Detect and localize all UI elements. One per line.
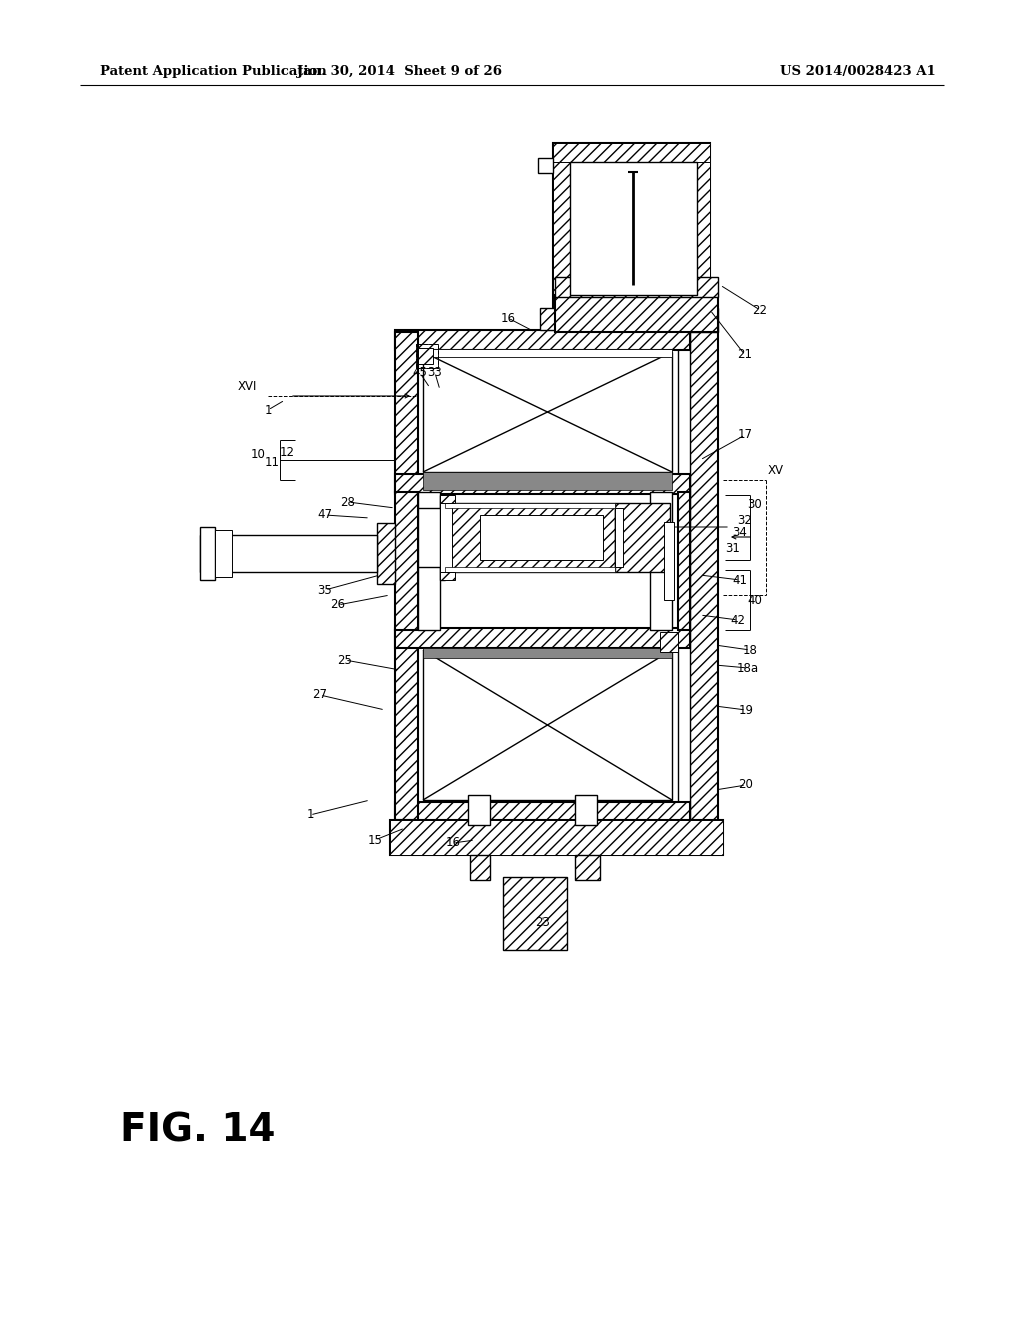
Bar xyxy=(423,352,672,473)
Text: 32: 32 xyxy=(737,513,753,527)
Bar xyxy=(390,820,723,855)
Text: 45: 45 xyxy=(413,367,427,380)
Polygon shape xyxy=(538,158,553,173)
Text: US 2014/0028423 A1: US 2014/0028423 A1 xyxy=(780,66,936,78)
Text: 11: 11 xyxy=(264,457,280,470)
Bar xyxy=(390,820,723,855)
Text: 41: 41 xyxy=(732,573,748,586)
Bar xyxy=(615,508,623,568)
Bar xyxy=(416,345,438,368)
Text: 10: 10 xyxy=(251,449,265,462)
Text: 16: 16 xyxy=(501,312,515,325)
Bar xyxy=(553,143,570,308)
Text: 31: 31 xyxy=(726,541,740,554)
Bar xyxy=(650,492,672,630)
Bar xyxy=(440,500,452,576)
Bar xyxy=(377,523,395,583)
Bar xyxy=(445,503,615,572)
Text: 21: 21 xyxy=(737,348,753,362)
Bar xyxy=(660,632,678,652)
Bar xyxy=(678,492,690,630)
Text: 47: 47 xyxy=(317,508,333,521)
Text: XVI: XVI xyxy=(238,380,257,393)
Text: XV: XV xyxy=(768,463,784,477)
Bar xyxy=(423,648,672,657)
Bar xyxy=(690,308,718,333)
Text: 19: 19 xyxy=(738,704,754,717)
Bar xyxy=(664,521,674,601)
Bar xyxy=(470,855,490,880)
Bar xyxy=(215,531,232,577)
Bar xyxy=(200,527,215,579)
Text: FIG. 14: FIG. 14 xyxy=(120,1111,275,1148)
Bar xyxy=(395,330,690,350)
Text: 20: 20 xyxy=(738,779,754,792)
Text: 33: 33 xyxy=(428,367,442,380)
Bar xyxy=(468,795,490,825)
Bar xyxy=(690,330,718,822)
Text: 27: 27 xyxy=(312,689,328,701)
Bar xyxy=(678,333,690,820)
Bar xyxy=(395,492,418,630)
Bar xyxy=(480,515,603,560)
Text: 30: 30 xyxy=(748,499,763,511)
Text: 15: 15 xyxy=(368,833,382,846)
Text: 23: 23 xyxy=(536,916,551,928)
Text: 26: 26 xyxy=(331,598,345,611)
Bar xyxy=(395,803,690,822)
Bar xyxy=(570,162,697,294)
Bar xyxy=(555,277,718,297)
Bar xyxy=(575,855,600,880)
Bar xyxy=(445,568,615,572)
Bar xyxy=(416,345,438,368)
Bar xyxy=(395,474,690,494)
Bar xyxy=(575,795,597,825)
Text: 22: 22 xyxy=(753,304,768,317)
Bar xyxy=(503,876,567,950)
Text: 28: 28 xyxy=(341,495,355,508)
Text: 12: 12 xyxy=(280,446,295,459)
Bar xyxy=(445,503,615,508)
Text: 1: 1 xyxy=(306,808,313,821)
Bar xyxy=(423,348,672,356)
Text: 34: 34 xyxy=(732,527,748,540)
Text: 16: 16 xyxy=(445,837,461,850)
Bar xyxy=(418,508,440,568)
Text: 42: 42 xyxy=(730,614,745,627)
Bar xyxy=(423,649,672,800)
Text: Jan. 30, 2014  Sheet 9 of 26: Jan. 30, 2014 Sheet 9 of 26 xyxy=(298,66,503,78)
Text: 40: 40 xyxy=(748,594,763,606)
Text: Patent Application Publication: Patent Application Publication xyxy=(100,66,327,78)
Bar xyxy=(395,628,690,648)
Bar xyxy=(440,572,455,579)
Text: 18a: 18a xyxy=(737,661,759,675)
Bar xyxy=(395,630,418,820)
Bar xyxy=(418,348,433,364)
Bar xyxy=(553,143,710,308)
Bar xyxy=(553,143,710,162)
Text: 35: 35 xyxy=(317,583,333,597)
Bar xyxy=(555,294,718,333)
Bar xyxy=(418,492,440,630)
Bar xyxy=(540,308,560,330)
Text: 17: 17 xyxy=(737,429,753,441)
Text: 18: 18 xyxy=(742,644,758,656)
Text: 1: 1 xyxy=(264,404,271,417)
Bar xyxy=(440,495,445,579)
Bar xyxy=(395,333,418,492)
Text: 25: 25 xyxy=(338,653,352,667)
Bar xyxy=(697,143,710,308)
Bar xyxy=(423,473,672,490)
Bar xyxy=(615,503,670,572)
Bar xyxy=(440,495,455,503)
Bar xyxy=(200,535,377,572)
